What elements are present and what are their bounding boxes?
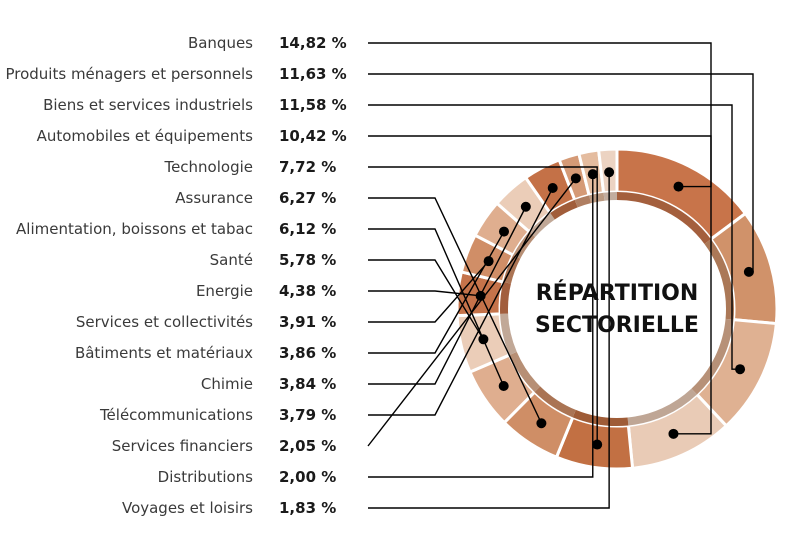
slice-inner-7: [500, 313, 517, 356]
donut-inner-ring: [500, 192, 735, 426]
value-label-0: 14,82 %: [279, 34, 347, 52]
category-label-4: Technologie: [163, 158, 253, 176]
category-label-7: Santé: [210, 251, 253, 269]
slice-inner-2: [691, 318, 734, 395]
leader-dot-15: [604, 167, 615, 178]
category-label-6: Alimentation, boissons et tabac: [16, 220, 253, 238]
slice-inner-8: [500, 281, 511, 314]
category-label-12: Télécommunications: [99, 406, 253, 424]
leader-line-14: [368, 174, 594, 478]
chart-title-line-2: SECTORIELLE: [535, 313, 699, 338]
leader-line-3: [368, 135, 712, 435]
chart-title-line-1: RÉPARTITION: [536, 280, 699, 306]
leader-dot-14: [587, 169, 598, 180]
leader-line-10: [368, 231, 505, 354]
leader-line-11: [368, 206, 527, 385]
category-label-3: Automobiles et équipements: [37, 127, 254, 145]
slice-inner-6: [509, 351, 541, 393]
slice-inner-13: [574, 195, 592, 208]
value-label-13: 2,05 %: [279, 437, 336, 455]
value-label-6: 6,12 %: [279, 220, 336, 238]
category-labels: Banques 14,82 % Produits ménagers et perso…: [5, 34, 346, 517]
value-label-9: 3,91 %: [279, 313, 336, 331]
category-label-2: Biens et services industriels: [43, 96, 253, 114]
category-label-5: Assurance: [175, 189, 253, 207]
leader-dot-5: [536, 418, 547, 429]
leader-dot-1: [743, 266, 754, 277]
category-label-1: Produits ménagers et personnels: [5, 65, 253, 83]
value-label-1: 11,63 %: [279, 65, 347, 83]
leader-line-4: [368, 166, 598, 445]
slice-inner-15: [603, 192, 617, 201]
category-label-14: Distributions: [158, 468, 254, 486]
leader-dot-10: [498, 226, 509, 237]
slice-inner-12: [550, 199, 578, 220]
leader-dot-4: [592, 439, 603, 450]
leader-line-8: [368, 290, 481, 297]
leader-line-5: [368, 197, 543, 424]
category-label-11: Chimie: [201, 375, 253, 393]
leader-line-15: [368, 172, 610, 509]
value-label-8: 4,38 %: [279, 282, 336, 300]
leader-line-9: [368, 260, 490, 323]
slice-inner-5: [534, 386, 576, 418]
value-label-4: 7,72 %: [279, 158, 336, 176]
leader-dot-0: [673, 181, 684, 192]
value-label-5: 6,27 %: [279, 189, 336, 207]
category-label-0: Banques: [188, 34, 253, 52]
leader-dot-13: [570, 173, 581, 184]
category-label-10: Bâtiments et matériaux: [75, 344, 253, 362]
category-label-15: Voyages et loisirs: [122, 499, 253, 517]
category-label-13: Services financiers: [112, 437, 253, 455]
slice-inner-3: [627, 388, 697, 426]
slice-inner-0: [617, 192, 711, 244]
value-label-10: 3,86 %: [279, 344, 336, 362]
slice-inner-1: [704, 239, 735, 320]
leader-dot-6: [498, 381, 509, 392]
leader-line-12: [368, 187, 554, 416]
leader-line-13: [367, 177, 577, 447]
leader-dot-3: [668, 428, 679, 439]
chart-title: RÉPARTITION SECTORIELLE: [535, 280, 699, 338]
value-label-14: 2,00 %: [279, 468, 336, 486]
leader-dot-11: [520, 201, 531, 212]
leader-line-7: [368, 259, 484, 340]
leader-line-0: [368, 42, 712, 188]
value-label-2: 11,58 %: [279, 96, 347, 114]
value-label-15: 1,83 %: [279, 499, 336, 517]
leader-dot-2: [735, 364, 746, 375]
slice-inner-4: [572, 409, 629, 426]
leader-line-6: [368, 228, 505, 387]
value-label-3: 10,42 %: [279, 127, 347, 145]
value-label-11: 3,84 %: [279, 375, 336, 393]
value-label-7: 5,78 %: [279, 251, 336, 269]
value-label-12: 3,79 %: [279, 406, 336, 424]
category-label-9: Services et collectivités: [76, 313, 253, 331]
leader-dot-12: [547, 183, 558, 194]
leader-dot-7: [478, 334, 489, 345]
category-label-8: Energie: [196, 282, 253, 300]
leader-lines: [367, 42, 754, 509]
